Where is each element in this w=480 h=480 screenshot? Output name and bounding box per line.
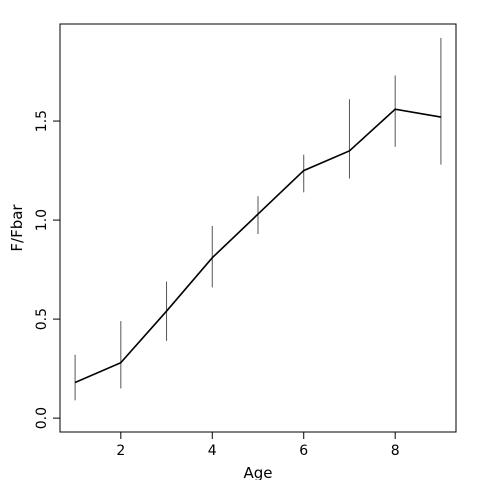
y-tick-label: 0.5 xyxy=(34,308,50,330)
x-tick-label: 6 xyxy=(299,443,308,459)
error-bars xyxy=(74,37,442,401)
plot-frame xyxy=(59,23,457,433)
y-tick-label: 0.0 xyxy=(34,407,50,429)
series-group xyxy=(74,108,442,384)
x-tick-label: 2 xyxy=(116,443,125,459)
x-tick-label: 4 xyxy=(208,443,217,459)
x-axis-label: Age xyxy=(243,464,272,480)
y-tick-label: 1.5 xyxy=(34,110,50,132)
x-axis: 2 4 6 8 xyxy=(116,432,400,459)
y-tick-label: 1.0 xyxy=(34,209,50,231)
x-tick-label: 8 xyxy=(391,443,400,459)
y-axis-label: F/Fbar xyxy=(8,204,26,252)
series-line xyxy=(74,108,442,384)
y-axis: 0.0 0.5 1.0 1.5 xyxy=(34,110,60,429)
